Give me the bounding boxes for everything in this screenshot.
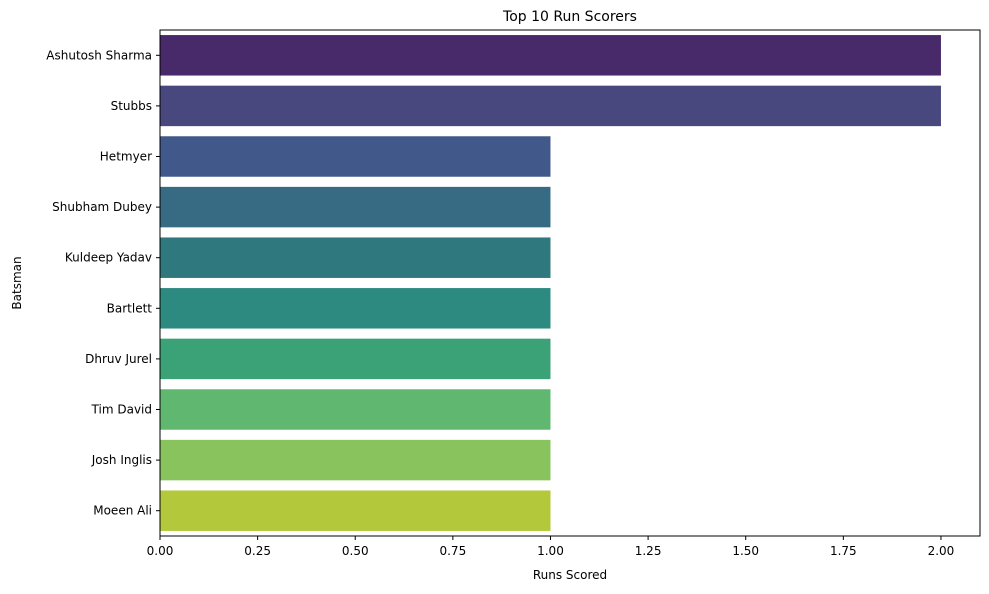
bar-moeen-ali: [160, 490, 551, 531]
y-tick-label: Stubbs: [111, 99, 152, 113]
bar-dhruv-jurel: [160, 338, 551, 380]
x-tick-label: 0.00: [147, 544, 174, 558]
y-tick-label: Hetmyer: [100, 150, 152, 164]
y-tick-label: Tim David: [91, 403, 152, 417]
y-axis-label: Batsman: [10, 256, 24, 309]
y-tick-label: Kuldeep Yadav: [65, 251, 152, 265]
x-tick-label: 1.50: [732, 544, 759, 558]
bar-tim-david: [160, 389, 551, 430]
y-tick-label: Josh Inglis: [91, 453, 152, 467]
y-tick-label: Dhruv Jurel: [85, 352, 152, 366]
plot-frame: [159, 29, 981, 537]
x-axis-ticks: 0.00 0.25 0.50 0.75 1.00 1.25 1.50 1.75 2.00: [147, 536, 955, 558]
x-tick-label: 1.25: [635, 544, 662, 558]
bar-shubham-dubey: [160, 186, 551, 228]
bar-hetmyer: [160, 136, 551, 177]
bar-ashutosh-sharma: [160, 35, 941, 76]
y-tick-label: Bartlett: [107, 301, 153, 315]
bar-stubbs: [160, 85, 941, 127]
x-tick-label: 1.75: [830, 544, 857, 558]
x-tick-label: 0.75: [439, 544, 466, 558]
y-tick-label: Moeen Ali: [93, 504, 152, 518]
bar-kuldeep-yadav: [160, 237, 551, 278]
x-axis-label: Runs Scored: [533, 568, 607, 582]
y-tick-label: Shubham Dubey: [52, 200, 152, 214]
y-axis-ticks: Ashutosh Sharma Stubbs Hetmyer Shubham Dube…: [46, 48, 160, 518]
bar-josh-inglis: [160, 439, 551, 481]
bars-layer: [160, 35, 941, 531]
x-tick-label: 2.00: [928, 544, 955, 558]
y-tick-label: Ashutosh Sharma: [46, 48, 152, 62]
chart-title: Top 10 Run Scorers: [502, 9, 637, 25]
x-tick-label: 1.00: [537, 544, 564, 558]
bar-bartlett: [160, 288, 551, 329]
x-tick-label: 0.50: [342, 544, 369, 558]
x-tick-label: 0.25: [244, 544, 271, 558]
